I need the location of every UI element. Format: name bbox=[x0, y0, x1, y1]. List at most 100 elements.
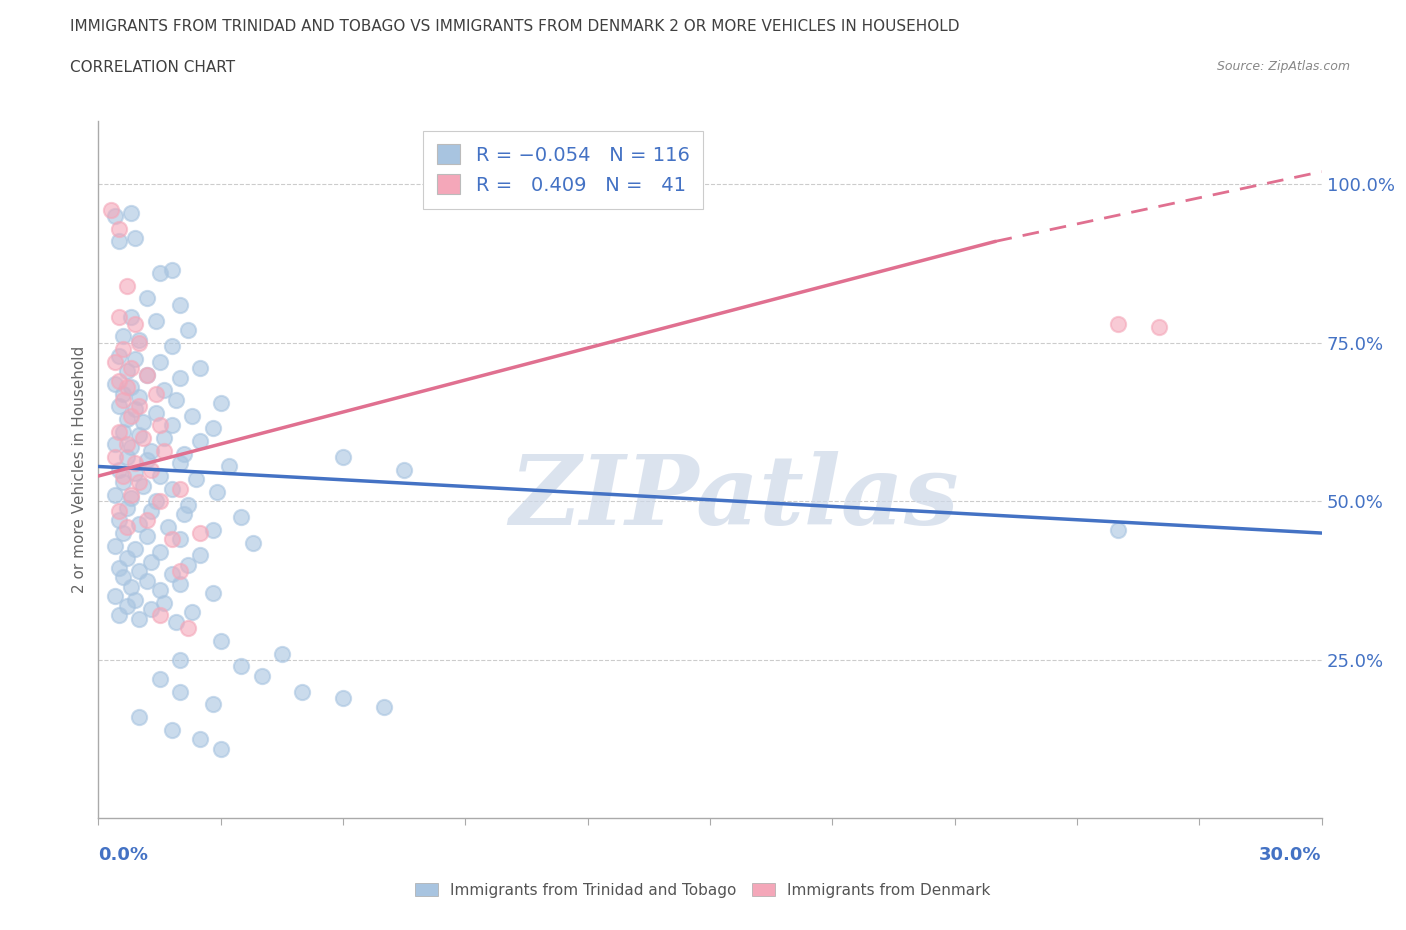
Text: ZIPatlas: ZIPatlas bbox=[510, 450, 959, 545]
Point bbox=[188, 361, 212, 376]
Point bbox=[115, 500, 138, 515]
Point bbox=[108, 462, 131, 477]
Point bbox=[169, 564, 191, 578]
Point bbox=[169, 653, 191, 668]
Point bbox=[186, 472, 208, 486]
Point bbox=[209, 395, 232, 410]
Point bbox=[231, 658, 253, 673]
Point bbox=[160, 481, 183, 496]
Point bbox=[128, 475, 150, 490]
Point bbox=[111, 392, 134, 407]
Point bbox=[124, 592, 146, 607]
Point bbox=[152, 431, 174, 445]
Point bbox=[169, 370, 191, 385]
Point bbox=[128, 516, 150, 531]
Point bbox=[128, 428, 150, 443]
Point bbox=[108, 503, 131, 518]
Point bbox=[111, 570, 134, 585]
Point bbox=[111, 475, 134, 490]
Point bbox=[149, 469, 172, 484]
Point bbox=[136, 529, 159, 544]
Point bbox=[115, 364, 138, 379]
Point bbox=[108, 310, 131, 325]
Point bbox=[173, 507, 195, 522]
Point bbox=[115, 551, 138, 565]
Point bbox=[104, 437, 127, 452]
Point bbox=[188, 732, 212, 747]
Point bbox=[136, 291, 159, 306]
Text: Source: ZipAtlas.com: Source: ZipAtlas.com bbox=[1216, 60, 1350, 73]
Point bbox=[160, 262, 183, 277]
Y-axis label: 2 or more Vehicles in Household: 2 or more Vehicles in Household bbox=[72, 346, 87, 593]
Point bbox=[136, 573, 159, 588]
Point bbox=[165, 392, 187, 407]
Point bbox=[100, 202, 122, 217]
Point bbox=[128, 390, 150, 405]
Point bbox=[152, 444, 174, 458]
Point bbox=[115, 379, 138, 394]
Point bbox=[111, 341, 134, 356]
Point bbox=[136, 367, 159, 382]
Point bbox=[124, 456, 146, 471]
Point bbox=[120, 310, 142, 325]
Point bbox=[111, 525, 134, 540]
Point bbox=[205, 485, 228, 499]
Point bbox=[181, 604, 204, 619]
Point bbox=[169, 684, 191, 699]
Point bbox=[108, 424, 131, 439]
Point bbox=[120, 379, 142, 394]
Point bbox=[128, 399, 150, 414]
Point bbox=[160, 532, 183, 547]
Point bbox=[141, 503, 163, 518]
Point bbox=[104, 487, 127, 502]
Point bbox=[108, 608, 131, 623]
Point bbox=[156, 519, 179, 534]
Point bbox=[115, 278, 138, 293]
Point bbox=[145, 494, 167, 509]
Point bbox=[169, 456, 191, 471]
Point bbox=[169, 481, 191, 496]
Point bbox=[152, 383, 174, 398]
Point bbox=[149, 671, 172, 686]
Point bbox=[115, 519, 138, 534]
Point bbox=[332, 449, 354, 464]
Point bbox=[108, 234, 131, 249]
Point bbox=[181, 408, 204, 423]
Point bbox=[111, 424, 134, 439]
Point bbox=[209, 633, 232, 648]
Point bbox=[124, 465, 146, 480]
Point bbox=[149, 266, 172, 281]
Point bbox=[104, 208, 127, 223]
Point bbox=[169, 577, 191, 591]
Point bbox=[120, 487, 142, 502]
Point bbox=[169, 532, 191, 547]
Point bbox=[111, 469, 134, 484]
Point bbox=[128, 336, 150, 351]
Point bbox=[145, 313, 167, 328]
Point bbox=[149, 494, 172, 509]
Point bbox=[120, 491, 142, 506]
Text: 30.0%: 30.0% bbox=[1260, 846, 1322, 864]
Point bbox=[250, 669, 273, 684]
Point bbox=[108, 348, 131, 363]
Point bbox=[108, 513, 131, 528]
Point bbox=[141, 462, 163, 477]
Point bbox=[108, 561, 131, 576]
Point bbox=[1107, 523, 1129, 538]
Point bbox=[108, 399, 131, 414]
Point bbox=[149, 608, 172, 623]
Point bbox=[1147, 320, 1170, 335]
Point bbox=[136, 367, 159, 382]
Point bbox=[120, 408, 142, 423]
Point bbox=[201, 523, 224, 538]
Point bbox=[160, 418, 183, 432]
Point bbox=[120, 206, 142, 220]
Point bbox=[111, 386, 134, 401]
Point bbox=[120, 361, 142, 376]
Point bbox=[160, 567, 183, 582]
Point bbox=[373, 700, 395, 715]
Point bbox=[124, 352, 146, 366]
Point bbox=[242, 535, 264, 550]
Point bbox=[149, 418, 172, 432]
Point bbox=[120, 579, 142, 594]
